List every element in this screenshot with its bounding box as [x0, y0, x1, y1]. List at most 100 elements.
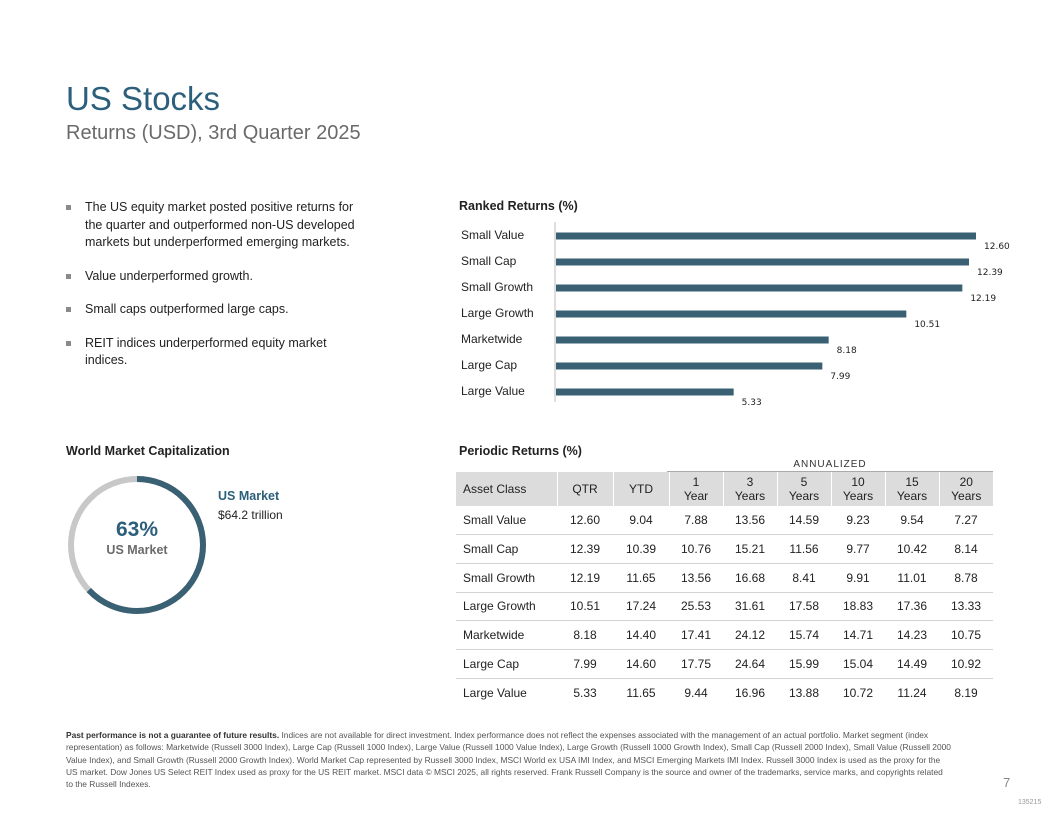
table-cell: 17.58 [777, 592, 831, 622]
value-label: 5.33 [742, 398, 762, 408]
table-cell: 15.99 [777, 649, 831, 679]
table-cell: 8.19 [954, 685, 978, 700]
table-cell: 11.65 [626, 685, 656, 700]
category-label: Marketwide [461, 332, 523, 346]
column-header-line: 3 [746, 475, 754, 489]
bullet-square-icon [66, 340, 71, 346]
table-cell: 11.65 [613, 563, 669, 593]
table-cell: 14.23 [885, 620, 939, 650]
ranked-returns-title: Ranked Returns (%) [459, 199, 578, 213]
table-cell: 24.12 [723, 620, 777, 650]
table-cell: 9.77 [831, 534, 885, 564]
donut-percent: 63% [115, 518, 159, 541]
periodic-returns-title: Periodic Returns (%) [459, 444, 582, 458]
table-cell: 10.75 [939, 620, 993, 650]
bar-large-growth [556, 310, 907, 318]
ranked-returns-chart: Small Value 12.60 Small Cap 12.39 Small Grow… [461, 222, 1010, 408]
column-header: 3 Years [722, 472, 777, 506]
column-header-line: Years [842, 489, 874, 503]
bar-large-cap [556, 362, 823, 370]
donut-us-arc [68, 476, 206, 614]
table-cell: 10.42 [885, 534, 939, 564]
table-cell: 31.61 [723, 592, 777, 622]
table-cell: 11.01 [885, 563, 939, 593]
column-header: YTD [612, 472, 669, 506]
table-cell: 16.96 [734, 685, 766, 700]
table-cell: 14.60 [613, 649, 669, 679]
table-cell: 10.92 [939, 649, 993, 679]
table-cell: 15.74 [777, 620, 831, 650]
bullet-text: Small caps outperformed large caps. [85, 302, 289, 316]
donut-svg [68, 476, 206, 614]
donut-label: US Market [106, 543, 168, 557]
table-cell: 14.49 [885, 649, 939, 679]
table-cell: 13.33 [939, 592, 993, 622]
column-header: 1 Year [668, 472, 723, 506]
bullet-text: REIT indices underperformed equity marke… [85, 335, 327, 368]
table-cell: 17.24 [613, 592, 669, 622]
table-cell: 17.36 [885, 592, 939, 622]
value-label: 12.39 [977, 268, 1003, 278]
footnote-text: Indices are not available for direct inv… [66, 730, 951, 790]
bullet-text: The US equity market posted positive ret… [85, 200, 355, 249]
table-cell: 24.64 [723, 649, 777, 679]
table-row: Marketwide 8.18 14.40 17.41 24.12 15.74 14.71 1… [456, 620, 993, 650]
bullet-item: Value underperformed growth. [66, 268, 366, 286]
market-value: $64.2 trillion [218, 508, 283, 522]
table-row: Small Growth 12.19 11.65 13.56 16.68 8.41 9.91… [456, 563, 993, 593]
table-cell: 10.76 [669, 534, 723, 564]
category-label: Small Cap [461, 254, 517, 268]
bullet-item: The US equity market posted positive ret… [66, 199, 366, 252]
bullet-square-icon [66, 205, 71, 210]
bullet-square-icon [66, 273, 71, 279]
category-label: Large Value [461, 384, 525, 398]
table-cell: Large Cap [456, 649, 557, 679]
table-cell: 11.56 [777, 534, 831, 564]
category-label: Large Cap [461, 358, 517, 372]
footnote: Past performance is not a guarantee of f… [66, 729, 952, 790]
footnote-bold: Past performance is not a guarantee of f… [66, 730, 280, 740]
table-cell: 8.14 [939, 534, 993, 564]
column-header: 20 Years [938, 472, 993, 506]
page-number: 7 [1003, 775, 1011, 790]
column-header-line: Years [951, 489, 982, 503]
table-body: Small Value 12.60 9.04 7.88 13.56 14.59 9.23 9.… [456, 506, 993, 707]
table-row: Large Cap 7.99 14.60 17.75 24.64 15.99 15.04 14… [456, 649, 993, 679]
table-cell: Large Value [463, 685, 527, 700]
table-cell: 17.41 [669, 620, 723, 650]
value-label: 10.51 [914, 320, 940, 330]
table-cell: 9.44 [684, 685, 708, 700]
column-header-line: Year [683, 489, 709, 503]
bar-small-growth [556, 284, 963, 292]
table-cell: 14.59 [777, 506, 831, 536]
market-name: US Market [218, 489, 280, 503]
column-header-line: Years [896, 489, 928, 503]
bar-small-value [556, 232, 976, 240]
table-cell: 12.60 [557, 506, 613, 536]
category-label: Small Value [461, 228, 524, 242]
table-cell: 9.91 [831, 563, 885, 593]
table-row: Large Growth 10.51 17.24 25.53 31.61 17.58 18.… [456, 592, 993, 622]
value-label: 7.99 [830, 372, 850, 382]
value-label: 12.19 [970, 294, 996, 304]
page-subtitle: Returns (USD), 3rd Quarter 2025 [66, 122, 361, 144]
table-cell: 14.40 [613, 620, 669, 650]
column-header: Asset Class [456, 472, 557, 506]
category-label: Small Growth [461, 280, 533, 294]
table-cell: 14.71 [831, 620, 885, 650]
column-header-line: 20 [959, 475, 973, 489]
table-cell: 15.04 [831, 649, 885, 679]
table-row: Large Value 5.33 11.65 9.44 16.96 13.88 10.72 1… [456, 678, 993, 707]
column-header-line: Asset Class [463, 482, 527, 496]
table-cell: Small Growth [456, 563, 557, 593]
world-cap-title: World Market Capitalization [66, 444, 230, 458]
bullet-text: Value underperformed growth. [85, 268, 253, 283]
bullet-item: Small caps outperformed large caps. [66, 301, 366, 319]
table-cell: Marketwide [456, 620, 557, 650]
value-label: 8.18 [837, 346, 857, 356]
bar-marketwide [556, 336, 829, 344]
table-cell: 16.68 [723, 563, 777, 593]
table-cell: Large Growth [456, 592, 557, 622]
column-header: 5 Years [776, 472, 831, 506]
table-cell: 15.21 [723, 534, 777, 564]
